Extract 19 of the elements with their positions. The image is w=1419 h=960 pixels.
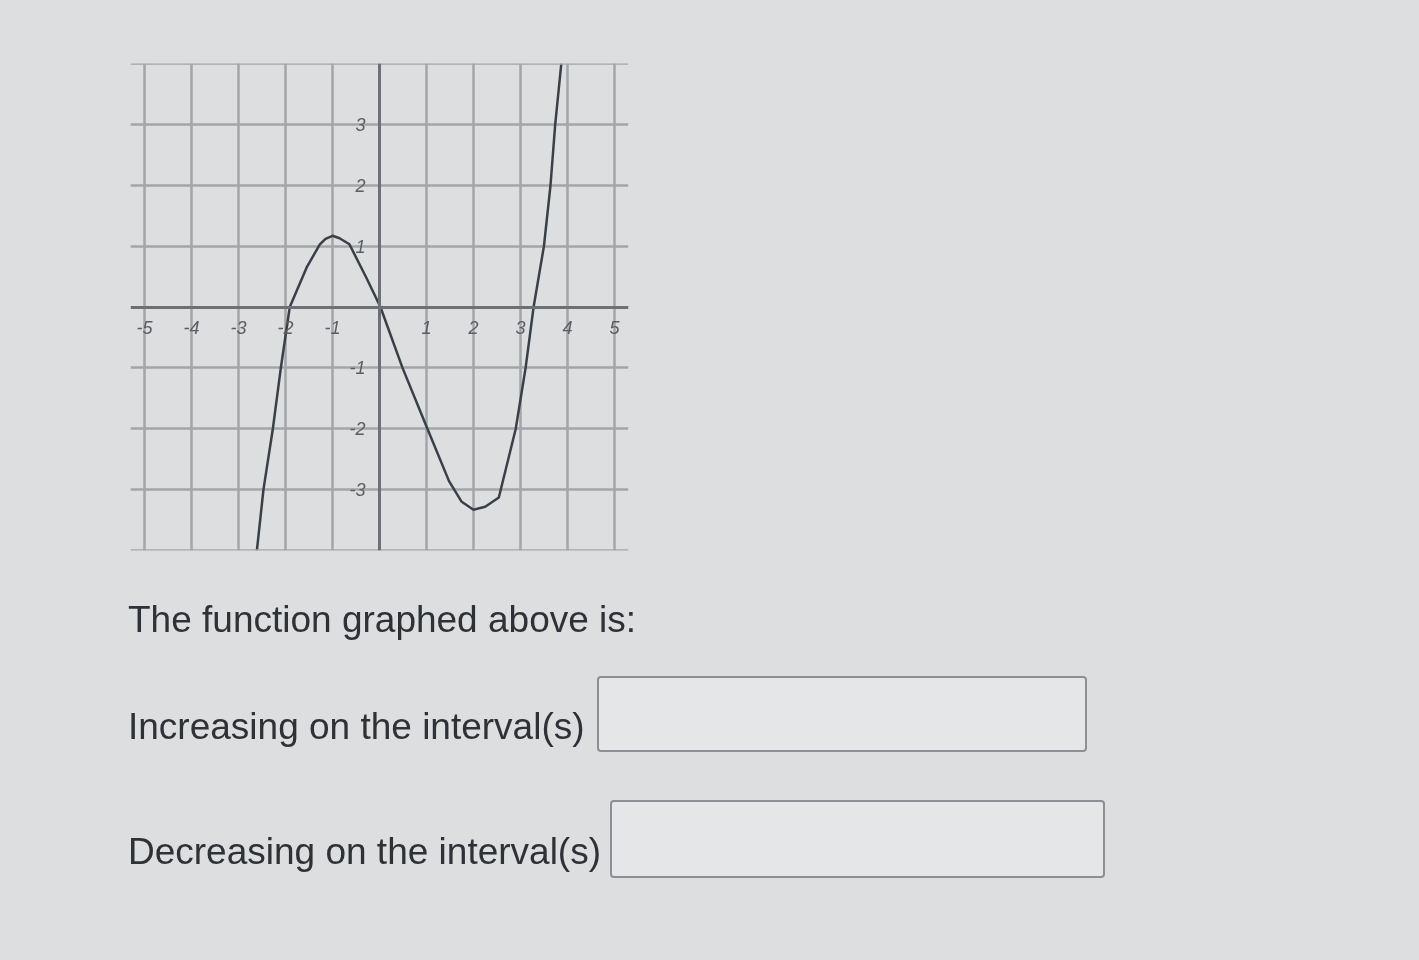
- y-tick-label: -3: [349, 480, 366, 501]
- x-tick-label: 5: [609, 318, 621, 338]
- x-tick-label: -5: [136, 318, 154, 338]
- y-tick-label: 2: [354, 175, 366, 196]
- line-series: [255, 63, 563, 551]
- text: Increasing on the interval(s): [128, 705, 585, 749]
- x-tick-label: 1: [421, 318, 432, 338]
- x-tick-label: -4: [183, 318, 200, 338]
- text: The function graphed above is:: [128, 598, 637, 642]
- x-tick-label: 2: [467, 318, 479, 338]
- y-tick-label: -1: [349, 358, 366, 379]
- x-tick-label: -1: [324, 318, 341, 338]
- y-tick-label: 3: [355, 114, 366, 135]
- x-tick-label: 3: [515, 318, 526, 338]
- y-tick-label: -2: [349, 419, 366, 440]
- text: Decreasing on the interval(s): [128, 830, 601, 874]
- y-tick-label: 1: [355, 236, 366, 257]
- x-tick-label: 4: [562, 318, 573, 338]
- x-tick-label: -3: [230, 318, 247, 338]
